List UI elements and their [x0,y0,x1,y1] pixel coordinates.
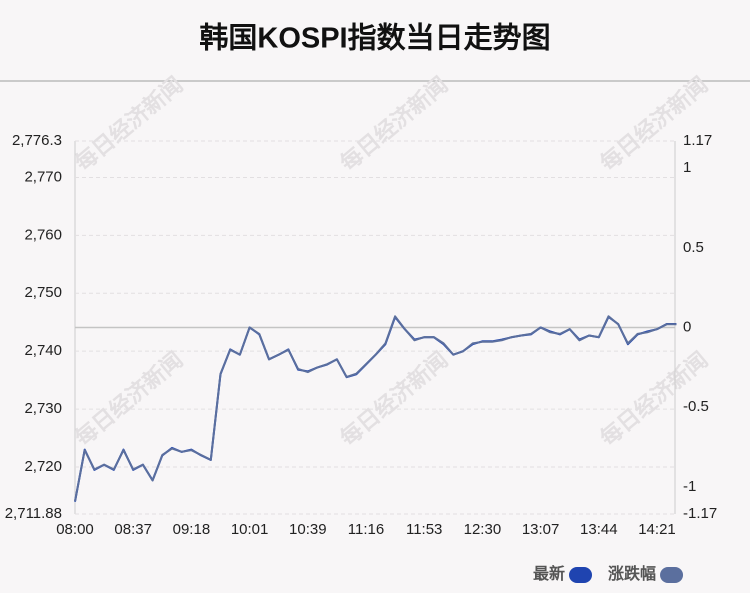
y-tick-label: 2,770 [24,168,62,185]
y-tick-label: 2,740 [24,342,62,359]
y2-tick-label: -0.5 [683,398,709,415]
line-series [74,315,677,502]
legend-label: 涨跌幅 [608,564,656,583]
watermark: 每日经济新闻 [70,72,188,177]
y2-tick-label: 1 [683,159,691,176]
plot: 2,711.88 2,720 2,730 2,740 2,750 2,760 2,770 2,… [5,132,717,583]
y2-tick-label: 1.17 [683,132,712,149]
legend-swatch [569,567,593,583]
y2-tick-label: 0 [683,318,691,335]
x-tick-label: 10:39 [289,521,327,538]
x-tick-label: 08:00 [56,521,94,538]
y-tick-label: 2,720 [24,458,62,475]
x-tick-label: 12:30 [464,521,502,538]
x-tick-label: 08:37 [114,521,152,538]
x-tick-label: 13:07 [522,521,560,538]
x-tick-label: 14:21 [638,521,676,538]
y-tick-label: 2,711.88 [5,505,62,522]
watermark: 每日经济新闻 [70,347,188,452]
y-tick-label: 2,776.3 [12,132,62,149]
x-tick-label: 10:01 [231,521,269,538]
y-tick-label: 2,750 [24,284,62,301]
x-tick-label: 09:18 [173,521,211,538]
x-tick-label: 11:53 [406,521,442,538]
y2-tick-label: -1 [683,478,696,495]
legend-label: 最新 [533,564,565,583]
y-tick-label: 2,760 [24,226,62,243]
watermark: 每日经济新闻 [335,347,453,452]
legend-swatch [660,567,684,583]
y2-tick-label: -1.17 [683,505,717,522]
chart-title: 韩国KOSPI指数当日走势图 [199,22,550,55]
y-tick-label: 2,730 [24,400,62,417]
x-tick-label: 13:44 [580,521,618,538]
watermark: 每日经济新闻 [595,72,713,177]
watermark: 每日经济新闻 [335,72,453,177]
y2-tick-label: 0.5 [683,239,704,256]
x-tick-label: 11:16 [348,521,384,538]
